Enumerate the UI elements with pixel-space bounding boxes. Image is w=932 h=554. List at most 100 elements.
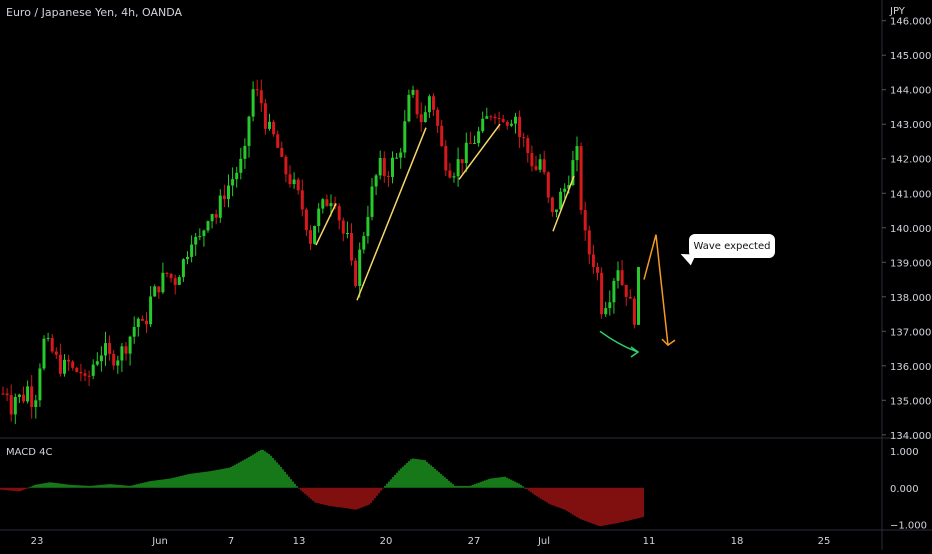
- candle-body: [128, 336, 132, 354]
- macd-bar: [232, 465, 234, 488]
- candle-body: [38, 368, 42, 401]
- macd-bar: [332, 487, 334, 507]
- macd-bar: [372, 487, 374, 501]
- candle-body: [259, 90, 263, 104]
- macd-bar: [148, 481, 150, 488]
- candle-body: [600, 272, 604, 315]
- macd-bar: [548, 487, 550, 504]
- candle-body: [366, 216, 370, 237]
- macd-bar: [320, 487, 322, 504]
- candle-body: [116, 360, 120, 366]
- macd-bar: [182, 475, 184, 488]
- macd-bar: [236, 463, 238, 488]
- candle-body: [321, 199, 325, 209]
- macd-bar: [120, 485, 122, 488]
- candle-body: [329, 203, 333, 207]
- candle-body: [481, 118, 485, 132]
- candle-body: [567, 185, 571, 189]
- candle-body: [231, 179, 235, 186]
- macd-bar: [424, 460, 426, 488]
- macd-bar: [546, 487, 548, 503]
- macd-bar: [404, 464, 406, 488]
- candle-body: [403, 121, 407, 153]
- macd-bar: [338, 487, 340, 508]
- macd-bar: [426, 461, 428, 488]
- candle-body: [436, 109, 440, 126]
- candle-body: [427, 96, 431, 113]
- macd-bar: [270, 455, 272, 488]
- macd-tick-label: 1.000: [890, 447, 919, 458]
- candle-body: [22, 394, 25, 402]
- candle-body: [227, 185, 230, 200]
- macd-bar: [0, 487, 2, 490]
- time-tick-label: 20: [380, 536, 393, 547]
- price-tick-label: 146.000: [890, 17, 931, 28]
- macd-bar: [476, 483, 478, 488]
- macd-bar: [578, 487, 580, 519]
- macd-bar: [168, 478, 170, 488]
- macd-bar: [378, 487, 380, 494]
- curved-arrowhead: [630, 346, 640, 358]
- time-tick-label: 23: [31, 536, 44, 547]
- chart-title: Euro / Japanese Yen, 4h, OANDA: [6, 6, 183, 19]
- macd-bar: [4, 487, 6, 491]
- macd-bar: [528, 487, 530, 491]
- candle-body: [444, 146, 448, 171]
- candle-body: [9, 395, 13, 415]
- macd-bar: [30, 486, 32, 488]
- macd-bar: [414, 458, 416, 488]
- macd-bar: [52, 482, 54, 488]
- macd-bar: [410, 459, 412, 488]
- macd-bar: [28, 487, 30, 489]
- candle-body: [165, 272, 169, 274]
- macd-bar: [554, 487, 556, 507]
- macd-bar: [516, 482, 518, 488]
- candle-body: [452, 176, 456, 178]
- macd-bar: [440, 473, 442, 488]
- macd-bar: [72, 484, 74, 488]
- macd-bar: [484, 480, 486, 488]
- macd-bar: [210, 471, 212, 488]
- candle-body: [378, 158, 382, 176]
- macd-bar: [456, 485, 458, 488]
- macd-bar: [576, 487, 578, 518]
- candle-body: [628, 296, 632, 299]
- macd-bar: [408, 461, 410, 488]
- candle-body: [477, 131, 481, 144]
- candle-body: [272, 121, 276, 135]
- macd-bar: [274, 460, 276, 488]
- candle-body: [354, 260, 358, 286]
- candle-body: [91, 364, 95, 376]
- macd-bar: [462, 485, 464, 488]
- price-tick-label: 144.000: [890, 86, 931, 97]
- candle-layer: [1, 79, 640, 424]
- macd-bar: [306, 487, 308, 496]
- macd-bar: [302, 487, 304, 493]
- candle-body: [181, 259, 185, 278]
- macd-bar: [336, 487, 338, 507]
- candle-body: [222, 195, 226, 200]
- macd-bar: [246, 458, 248, 488]
- candle-body: [34, 400, 38, 408]
- candle-body: [587, 230, 591, 255]
- macd-bar: [504, 476, 506, 488]
- macd-bar: [600, 487, 602, 527]
- macd-bar: [334, 487, 336, 507]
- macd-bar: [272, 458, 274, 488]
- macd-bar: [634, 487, 636, 520]
- macd-bar: [582, 487, 584, 521]
- candle-body: [591, 254, 595, 267]
- macd-bar: [262, 449, 264, 488]
- candle-body: [288, 174, 292, 185]
- macd-bar: [300, 487, 302, 491]
- macd-bar: [590, 487, 592, 524]
- candle-body: [555, 209, 558, 212]
- time-tick-label: 25: [818, 536, 831, 547]
- macd-bar: [188, 474, 190, 488]
- macd-bar: [268, 454, 270, 488]
- candle-body: [190, 244, 194, 257]
- candle-body: [50, 337, 54, 352]
- candle-body: [358, 249, 362, 286]
- macd-bar: [16, 487, 18, 492]
- macd-bar: [330, 487, 332, 507]
